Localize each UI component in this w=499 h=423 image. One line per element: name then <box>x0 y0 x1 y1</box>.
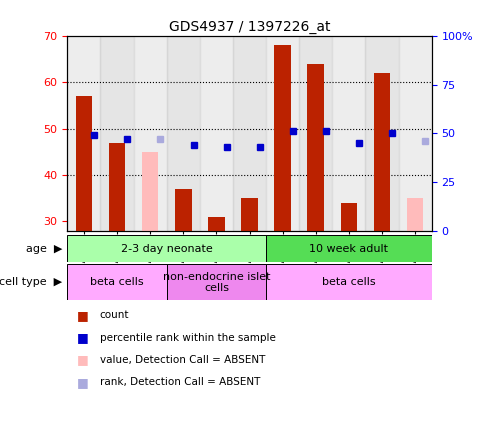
Bar <box>332 36 365 231</box>
Bar <box>67 264 167 300</box>
Bar <box>274 45 291 231</box>
Bar <box>134 36 167 231</box>
Bar <box>167 36 200 231</box>
Title: GDS4937 / 1397226_at: GDS4937 / 1397226_at <box>169 19 330 33</box>
Bar <box>208 217 225 231</box>
Bar <box>266 36 299 231</box>
Bar <box>67 235 266 262</box>
Bar <box>365 36 399 231</box>
Bar <box>407 198 423 231</box>
Bar <box>142 152 159 231</box>
Text: non-endocrine islet
cells: non-endocrine islet cells <box>163 272 270 293</box>
Bar <box>109 143 125 231</box>
Text: value, Detection Call = ABSENT: value, Detection Call = ABSENT <box>100 355 265 365</box>
Text: ■: ■ <box>77 376 89 389</box>
Bar <box>299 36 332 231</box>
Bar <box>167 264 266 300</box>
Bar <box>374 73 390 231</box>
Bar <box>233 36 266 231</box>
Bar <box>307 64 324 231</box>
Text: ■: ■ <box>77 354 89 366</box>
Text: age  ▶: age ▶ <box>26 244 62 253</box>
Bar <box>340 203 357 231</box>
Bar <box>100 36 134 231</box>
Text: cell type  ▶: cell type ▶ <box>0 277 62 287</box>
Bar <box>76 96 92 231</box>
Bar <box>241 198 258 231</box>
Text: percentile rank within the sample: percentile rank within the sample <box>100 332 275 343</box>
Text: ■: ■ <box>77 309 89 321</box>
Bar <box>399 36 432 231</box>
Text: ■: ■ <box>77 331 89 344</box>
Bar <box>67 36 100 231</box>
Text: 10 week adult: 10 week adult <box>309 244 388 253</box>
Bar <box>200 36 233 231</box>
Text: 2-3 day neonate: 2-3 day neonate <box>121 244 213 253</box>
Bar <box>266 235 432 262</box>
Text: beta cells: beta cells <box>322 277 376 287</box>
Text: beta cells: beta cells <box>90 277 144 287</box>
Bar <box>266 264 432 300</box>
Text: count: count <box>100 310 129 320</box>
Bar <box>175 189 192 231</box>
Text: rank, Detection Call = ABSENT: rank, Detection Call = ABSENT <box>100 377 260 387</box>
